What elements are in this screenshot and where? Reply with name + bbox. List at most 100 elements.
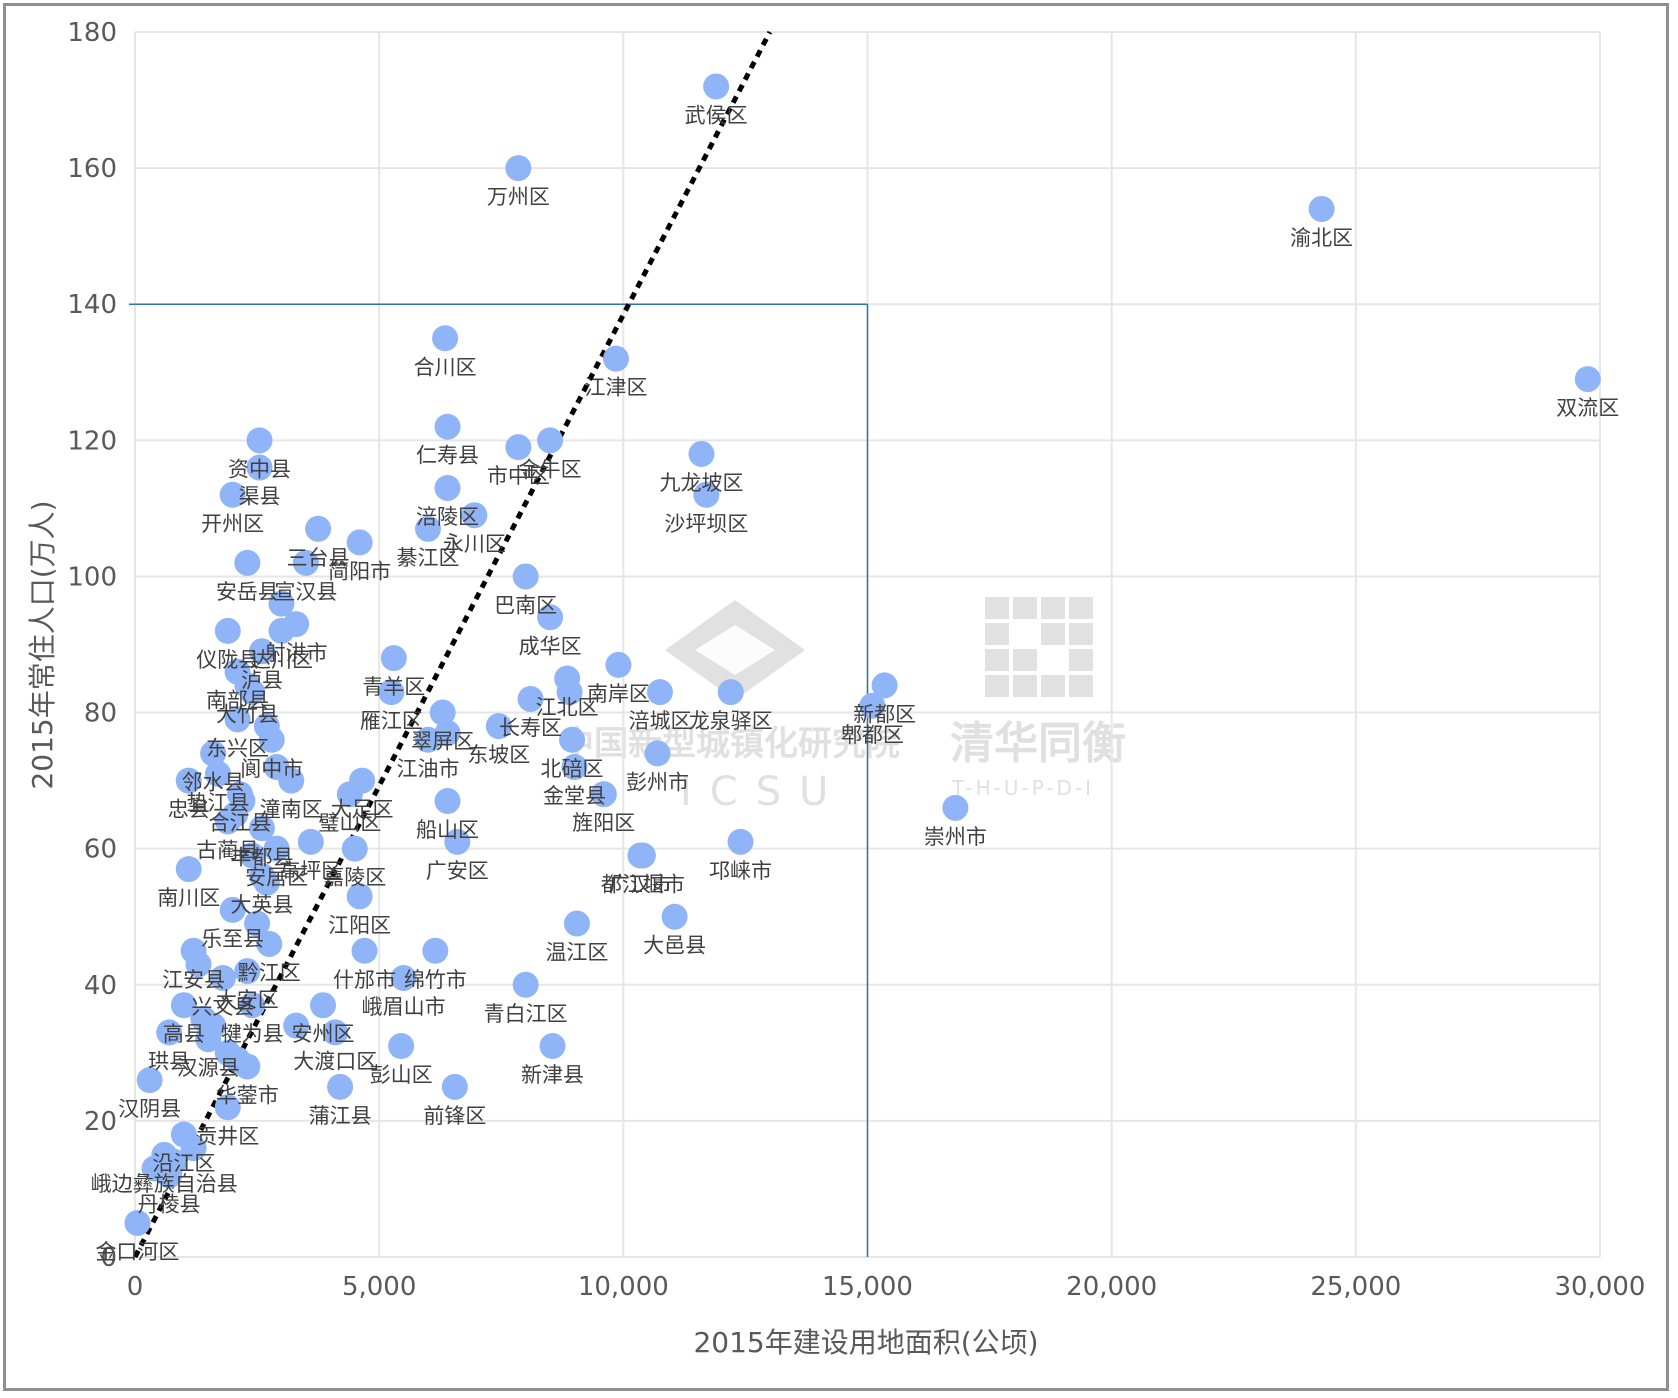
data-point [346,883,373,910]
data-point [388,1033,415,1060]
data-point-label: 沙坪坝区 [664,512,748,536]
data-point-label: 青白江区 [484,1002,568,1026]
data-point [219,896,246,923]
data-point [415,515,441,542]
data-point [248,815,275,842]
data-point-label: 双流区 [1556,396,1619,420]
data-point-label: 阆中市 [240,757,303,781]
data-point [248,638,275,665]
watermark-cn-left: 中国新型城镇化研究院 [560,724,900,764]
y-tick-label: 60 [84,835,117,865]
data-point [234,1053,261,1080]
data-point [190,1005,217,1032]
watermark-logo-icon [665,600,805,700]
trendline [132,30,773,1259]
data-point [378,679,405,706]
tick-labels: 0 20 40 60 80 100 120 140 160 180 0 5,000 10,000 15,0… [67,18,1645,1302]
watermark-en-left: ICSU [680,769,846,815]
data-point [561,754,588,780]
data-point-label: 成华区 [519,634,582,658]
data-point-label: 旌阳区 [572,811,635,835]
data-point [590,781,617,808]
data-point-label: 宣汉县 [274,580,337,604]
data-point [234,958,261,985]
data-point-label: 大竹县 [216,702,279,726]
data-point-label: 长寿区 [499,716,562,740]
data-point-label: 仪陇县 [196,648,259,672]
data-point [688,440,715,467]
data-point [346,529,373,556]
data-point-label: 简阳市 [328,559,391,583]
data-point-label: 崇州市 [924,825,987,849]
data-point-label: 船山区 [416,818,479,842]
y-tick-label: 140 [67,290,117,320]
data-point-label: 丰都县 [230,845,293,869]
data-point [136,1067,163,1094]
data-point [180,937,207,964]
x-tick-label: 5,000 [342,1272,416,1302]
y-tick-label: 160 [67,154,117,184]
data-point [432,325,459,352]
x-axis-title: 2015年建设用地面积(公顷) [693,1326,1038,1359]
data-point-label: 北碚区 [541,757,604,781]
data-point-label: 东坡区 [467,743,530,767]
data-point-label: 贡井区 [196,1124,259,1148]
watermark-cn-right: 清华同衡 [950,718,1126,769]
data-point [644,740,671,767]
data-point-label: 新津县 [521,1063,584,1087]
data-point-label: 达川区 [250,648,313,672]
y-tick-label: 80 [84,699,117,729]
data-point-label: 忠县 [168,798,210,822]
data-point-label: 资中县 [228,457,291,481]
data-point-label: 大英县 [230,893,293,917]
y-tick-label: 100 [67,562,117,592]
data-point [554,665,581,692]
data-point [512,971,539,998]
data-point-label: 开州区 [201,512,264,536]
data-point-label: 兴文县 [191,995,254,1019]
data-point [234,672,261,699]
data-point-label: 龙泉驿区 [689,709,773,733]
data-point-label: 南岸区 [587,682,650,706]
data-point [859,692,886,719]
data-point [214,808,241,835]
data-point-label: 翠屏区 [411,730,474,754]
data-point [283,1012,310,1039]
data-point [258,726,285,753]
data-point-label: 广安区 [426,859,489,883]
data-point [429,699,456,726]
data-point [563,910,590,937]
data-point-label: 万州区 [487,185,550,209]
data-point [239,842,266,869]
data-point-label: 黔江区 [238,961,301,985]
data-point-label: 东兴区 [206,736,269,760]
data-point-label: 金牛区 [519,457,582,481]
data-point [537,427,564,454]
data-point [603,345,630,372]
data-point [214,617,241,644]
data-point-label: 蒲江县 [309,1104,372,1128]
data-point [441,1073,468,1100]
data-point-label: 涪城区 [628,709,691,733]
y-tick-label: 20 [84,1107,117,1137]
data-point [248,862,275,889]
data-point [390,964,417,991]
data-point [871,672,898,699]
data-point-label: 安岳县 [216,580,279,604]
x-tick-label: 30,000 [1555,1272,1646,1302]
data-point [505,155,532,182]
data-point-label: 九龙坡区 [659,471,743,495]
data-point-label: 渝北区 [1290,226,1353,250]
data-point-label: 郫都区 [841,723,904,747]
data-point-label: 永川区 [443,532,506,556]
data-point [693,481,720,508]
data-point [517,685,544,712]
data-point-label: 南川区 [157,886,220,910]
data-point-label: 江津区 [585,376,648,400]
data-point [336,781,363,808]
data-point [170,992,197,1019]
data-point-label: 嘉陵区 [323,866,386,890]
data-point-label: 市中区 [487,464,550,488]
data-point [175,856,202,883]
